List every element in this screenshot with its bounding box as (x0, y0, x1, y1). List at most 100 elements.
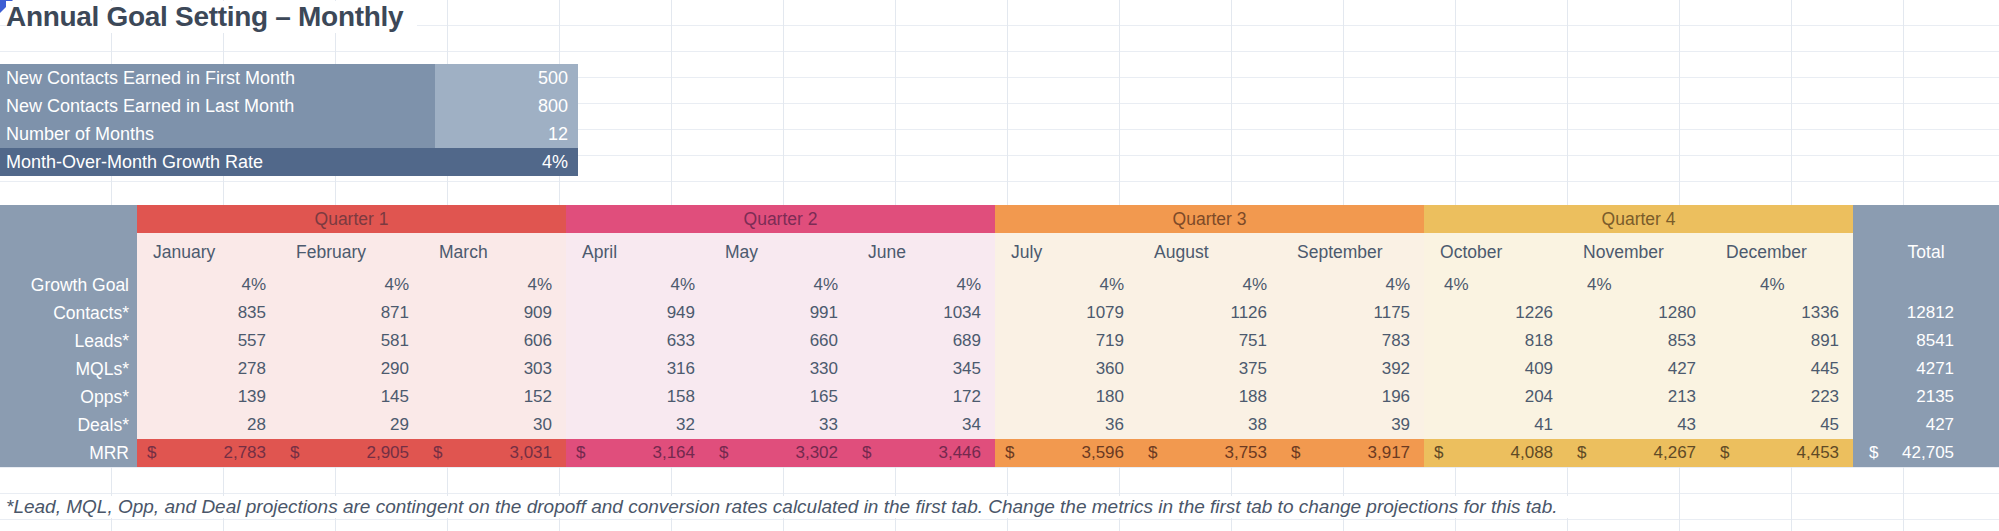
settings-value-cell[interactable]: 12 (435, 120, 578, 148)
cell-deals-may[interactable]: 33 (709, 411, 852, 439)
cell-leads-april[interactable]: 633 (566, 327, 709, 355)
month-header-june[interactable]: June (852, 233, 995, 271)
cell-deals-september[interactable]: 39 (1281, 411, 1424, 439)
quarter-3-header[interactable]: Quarter 3 (995, 205, 1424, 233)
settings-value-cell[interactable]: 4% (435, 148, 578, 176)
cell-mqls-august[interactable]: 375 (1138, 355, 1281, 383)
cell-mrr-july[interactable]: $3,596 (995, 439, 1138, 467)
total-column-header-spacer[interactable] (1853, 205, 1999, 233)
total-leads[interactable]: 8541 (1853, 327, 1999, 355)
month-header-august[interactable]: August (1138, 233, 1281, 271)
month-header-july[interactable]: July (995, 233, 1138, 271)
cell-leads-november[interactable]: 853 (1567, 327, 1710, 355)
cell-opps-february[interactable]: 145 (280, 383, 423, 411)
cell-growth-goal-january[interactable]: 4% (137, 271, 280, 299)
cell-contacts-october[interactable]: 1226 (1424, 299, 1567, 327)
cell-growth-goal-july[interactable]: 4% (995, 271, 1138, 299)
total-growth-goal[interactable] (1853, 271, 1999, 299)
month-header-february[interactable]: February (280, 233, 423, 271)
cell-mrr-april[interactable]: $3,164 (566, 439, 709, 467)
total-mqls[interactable]: 4271 (1853, 355, 1999, 383)
cell-deals-june[interactable]: 34 (852, 411, 995, 439)
cell-deals-november[interactable]: 43 (1567, 411, 1710, 439)
month-header-november[interactable]: November (1567, 233, 1710, 271)
cell-opps-october[interactable]: 204 (1424, 383, 1567, 411)
cell-leads-december[interactable]: 891 (1710, 327, 1853, 355)
cell-mqls-may[interactable]: 330 (709, 355, 852, 383)
cell-mrr-november[interactable]: $4,267 (1567, 439, 1710, 467)
row-label-deals[interactable]: Deals* (0, 411, 137, 439)
cell-opps-january[interactable]: 139 (137, 383, 280, 411)
cell-growth-goal-may[interactable]: 4% (709, 271, 852, 299)
cell-contacts-june[interactable]: 1034 (852, 299, 995, 327)
cell-growth-goal-august[interactable]: 4% (1138, 271, 1281, 299)
total-column-header[interactable]: Total (1853, 233, 1999, 271)
cell-mrr-june[interactable]: $3,446 (852, 439, 995, 467)
cell-leads-february[interactable]: 581 (280, 327, 423, 355)
cell-opps-april[interactable]: 158 (566, 383, 709, 411)
quarter-4-header[interactable]: Quarter 4 (1424, 205, 1853, 233)
cell-mrr-august[interactable]: $3,753 (1138, 439, 1281, 467)
cell-deals-december[interactable]: 45 (1710, 411, 1853, 439)
cell-growth-goal-december[interactable]: 4% (1710, 271, 1853, 299)
cell-growth-goal-february[interactable]: 4% (280, 271, 423, 299)
cell-opps-june[interactable]: 172 (852, 383, 995, 411)
settings-value-cell[interactable]: 800 (435, 92, 578, 120)
cell-contacts-december[interactable]: 1336 (1710, 299, 1853, 327)
cell-mrr-january[interactable]: $2,783 (137, 439, 280, 467)
cell-growth-goal-june[interactable]: 4% (852, 271, 995, 299)
cell-mqls-september[interactable]: 392 (1281, 355, 1424, 383)
cell-leads-january[interactable]: 557 (137, 327, 280, 355)
total-contacts[interactable]: 12812 (1853, 299, 1999, 327)
row-label-leads[interactable]: Leads* (0, 327, 137, 355)
cell-deals-april[interactable]: 32 (566, 411, 709, 439)
cell-mrr-october[interactable]: $4,088 (1424, 439, 1567, 467)
cell-deals-february[interactable]: 29 (280, 411, 423, 439)
cell-mqls-february[interactable]: 290 (280, 355, 423, 383)
quarter-1-header[interactable]: Quarter 1 (137, 205, 566, 233)
row-label-contacts[interactable]: Contacts* (0, 299, 137, 327)
cell-mqls-january[interactable]: 278 (137, 355, 280, 383)
cell-deals-march[interactable]: 30 (423, 411, 566, 439)
row-label-mrr[interactable]: MRR (0, 439, 137, 467)
cell-opps-november[interactable]: 213 (1567, 383, 1710, 411)
cell-mqls-june[interactable]: 345 (852, 355, 995, 383)
cell-leads-june[interactable]: 689 (852, 327, 995, 355)
settings-value-cell[interactable]: 500 (435, 64, 578, 92)
cell-leads-august[interactable]: 751 (1138, 327, 1281, 355)
total-mrr[interactable]: $42,705 (1853, 439, 1999, 467)
cell-opps-may[interactable]: 165 (709, 383, 852, 411)
cell-mqls-april[interactable]: 316 (566, 355, 709, 383)
cell-leads-october[interactable]: 818 (1424, 327, 1567, 355)
month-header-april[interactable]: April (566, 233, 709, 271)
cell-mrr-february[interactable]: $2,905 (280, 439, 423, 467)
cell-deals-july[interactable]: 36 (995, 411, 1138, 439)
cell-contacts-november[interactable]: 1280 (1567, 299, 1710, 327)
cell-opps-september[interactable]: 196 (1281, 383, 1424, 411)
cell-mqls-november[interactable]: 427 (1567, 355, 1710, 383)
cell-mrr-december[interactable]: $4,453 (1710, 439, 1853, 467)
settings-label-cell[interactable]: Month-Over-Month Growth Rate (0, 148, 435, 176)
settings-label-cell[interactable]: New Contacts Earned in First Month (0, 64, 435, 92)
month-header-september[interactable]: September (1281, 233, 1424, 271)
cell-growth-goal-march[interactable]: 4% (423, 271, 566, 299)
cell-mrr-september[interactable]: $3,917 (1281, 439, 1424, 467)
cell-growth-goal-october[interactable]: 4% (1424, 271, 1567, 299)
row-label-growth-goal[interactable]: Growth Goal (0, 271, 137, 299)
row-label-opps[interactable]: Opps* (0, 383, 137, 411)
quarter-2-header[interactable]: Quarter 2 (566, 205, 995, 233)
settings-label-cell[interactable]: New Contacts Earned in Last Month (0, 92, 435, 120)
month-header-march[interactable]: March (423, 233, 566, 271)
cell-mqls-october[interactable]: 409 (1424, 355, 1567, 383)
cell-deals-january[interactable]: 28 (137, 411, 280, 439)
cell-contacts-april[interactable]: 949 (566, 299, 709, 327)
cell-mrr-march[interactable]: $3,031 (423, 439, 566, 467)
total-opps[interactable]: 2135 (1853, 383, 1999, 411)
cell-contacts-september[interactable]: 1175 (1281, 299, 1424, 327)
row-label-spacer[interactable] (0, 205, 137, 233)
cell-growth-goal-april[interactable]: 4% (566, 271, 709, 299)
cell-opps-july[interactable]: 180 (995, 383, 1138, 411)
month-header-december[interactable]: December (1710, 233, 1853, 271)
cell-contacts-february[interactable]: 871 (280, 299, 423, 327)
settings-label-cell[interactable]: Number of Months (0, 120, 435, 148)
